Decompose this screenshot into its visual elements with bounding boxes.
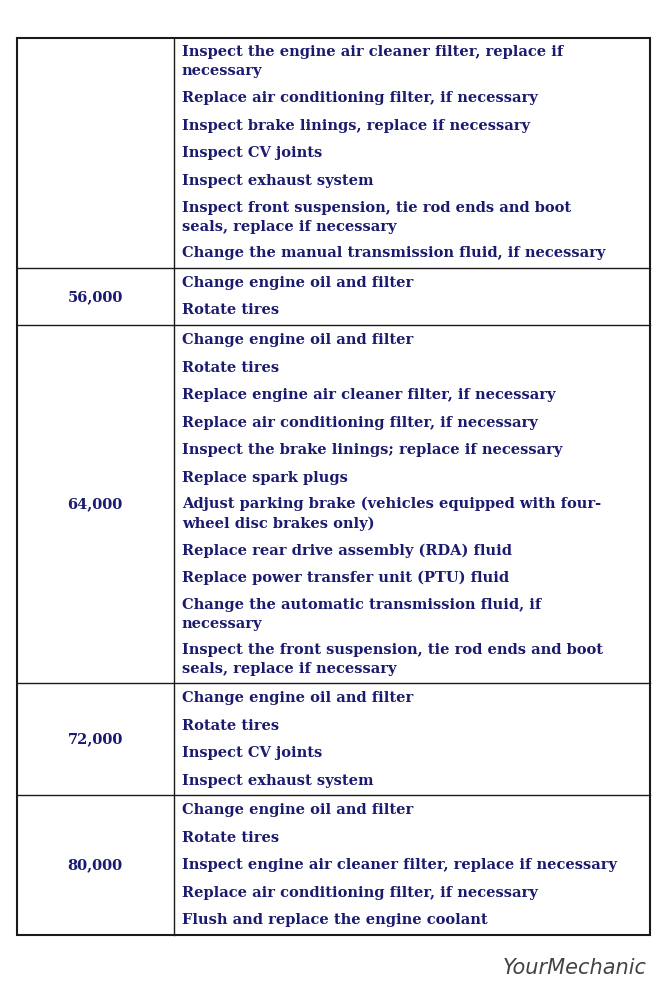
Text: Inspect brake linings, replace if necessary: Inspect brake linings, replace if necess… <box>182 119 530 133</box>
Text: Inspect the engine air cleaner filter, replace if
necessary: Inspect the engine air cleaner filter, r… <box>182 45 563 78</box>
Text: Rotate tires: Rotate tires <box>182 303 279 317</box>
Text: Adjust parking brake (vehicles equipped with four-
wheel disc brakes only): Adjust parking brake (vehicles equipped … <box>182 497 601 531</box>
Text: Change the manual transmission fluid, if necessary: Change the manual transmission fluid, if… <box>182 246 605 260</box>
Text: 64,000: 64,000 <box>67 497 123 511</box>
Text: Rotate tires: Rotate tires <box>182 361 279 375</box>
Text: Change engine oil and filter: Change engine oil and filter <box>182 691 413 705</box>
Text: Replace power transfer unit (PTU) fluid: Replace power transfer unit (PTU) fluid <box>182 571 509 585</box>
Text: Inspect the brake linings; replace if necessary: Inspect the brake linings; replace if ne… <box>182 443 562 457</box>
Text: Rotate tires: Rotate tires <box>182 831 279 845</box>
Text: Change engine oil and filter: Change engine oil and filter <box>182 333 413 347</box>
Text: Inspect engine air cleaner filter, replace if necessary: Inspect engine air cleaner filter, repla… <box>182 858 617 872</box>
Text: Replace rear drive assembly (RDA) fluid: Replace rear drive assembly (RDA) fluid <box>182 543 512 558</box>
Text: Change the automatic transmission fluid, if
necessary: Change the automatic transmission fluid,… <box>182 598 541 631</box>
Text: Flush and replace the engine coolant: Flush and replace the engine coolant <box>182 913 488 927</box>
Text: Inspect exhaust system: Inspect exhaust system <box>182 774 374 788</box>
Text: Replace air conditioning filter, if necessary: Replace air conditioning filter, if nece… <box>182 886 538 900</box>
Text: YourMechanic: YourMechanic <box>503 958 647 978</box>
Text: Replace air conditioning filter, if necessary: Replace air conditioning filter, if nece… <box>182 416 538 430</box>
Text: 72,000: 72,000 <box>67 732 123 746</box>
Text: Rotate tires: Rotate tires <box>182 719 279 733</box>
Text: Inspect front suspension, tie rod ends and boot
seals, replace if necessary: Inspect front suspension, tie rod ends a… <box>182 201 571 234</box>
Text: Change engine oil and filter: Change engine oil and filter <box>182 803 413 817</box>
Text: Inspect exhaust system: Inspect exhaust system <box>182 174 374 188</box>
Text: Replace engine air cleaner filter, if necessary: Replace engine air cleaner filter, if ne… <box>182 388 556 402</box>
Text: Inspect CV joints: Inspect CV joints <box>182 146 322 160</box>
Text: 56,000: 56,000 <box>67 290 123 304</box>
Text: Inspect the front suspension, tie rod ends and boot
seals, replace if necessary: Inspect the front suspension, tie rod en… <box>182 643 603 676</box>
Text: 80,000: 80,000 <box>67 858 123 872</box>
Text: Inspect CV joints: Inspect CV joints <box>182 746 322 760</box>
Text: Change engine oil and filter: Change engine oil and filter <box>182 276 413 290</box>
Text: Replace spark plugs: Replace spark plugs <box>182 471 348 485</box>
Text: Replace air conditioning filter, if necessary: Replace air conditioning filter, if nece… <box>182 91 538 105</box>
Bar <box>17 38 650 935</box>
